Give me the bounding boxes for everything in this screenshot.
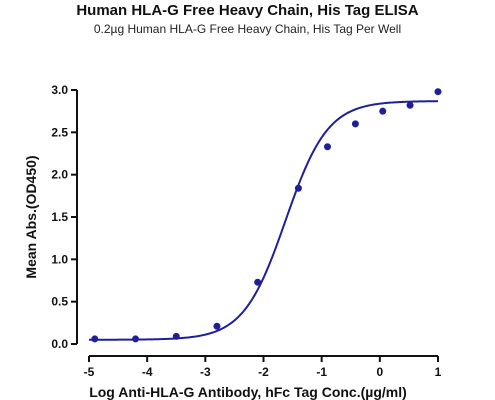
axes [76,90,438,357]
data-point [294,184,302,192]
data-point [91,335,99,343]
data-point [254,278,262,286]
data-point [406,101,414,109]
data-point [351,120,359,128]
data-point [379,107,387,115]
x-tick-label: 0 [376,365,383,379]
y-tick-label: 2.5 [51,125,68,139]
x-tick-label: -2 [258,365,269,379]
y-tick-label: 1.0 [51,252,68,266]
fit-curve [88,100,439,341]
data-point [132,335,140,343]
x-tick-label: -1 [316,365,327,379]
data-point [172,332,180,340]
data-points [91,88,442,343]
x-tick-label: -3 [200,365,211,379]
y-axis-label: Mean Abs.(OD450) [23,155,39,278]
data-point [434,88,442,96]
data-point [213,322,221,330]
y-tick-label: 1.5 [51,210,68,224]
x-tick-label: -5 [84,365,95,379]
x-ticks: -5 -4 -3 -2 -1 0 1 [84,356,442,379]
y-tick-label: 0.0 [51,337,68,351]
y-ticks: 0.0 0.5 1.0 1.5 2.0 2.5 3.0 [51,83,77,351]
x-tick-label: 1 [435,365,442,379]
data-point [323,143,331,151]
x-axis-label: Log Anti-HLA-G Antibody, hFc Tag Conc.(µ… [89,384,407,400]
y-tick-label: 3.0 [51,83,68,97]
chart-subtitle: 0.2µg Human HLA-G Free Heavy Chain, His … [93,22,402,36]
chart-title: Human HLA-G Free Heavy Chain, His Tag EL… [76,2,419,19]
x-tick-label: -4 [142,365,153,379]
y-tick-label: 2.0 [51,168,68,182]
y-tick-label: 0.5 [51,295,68,309]
